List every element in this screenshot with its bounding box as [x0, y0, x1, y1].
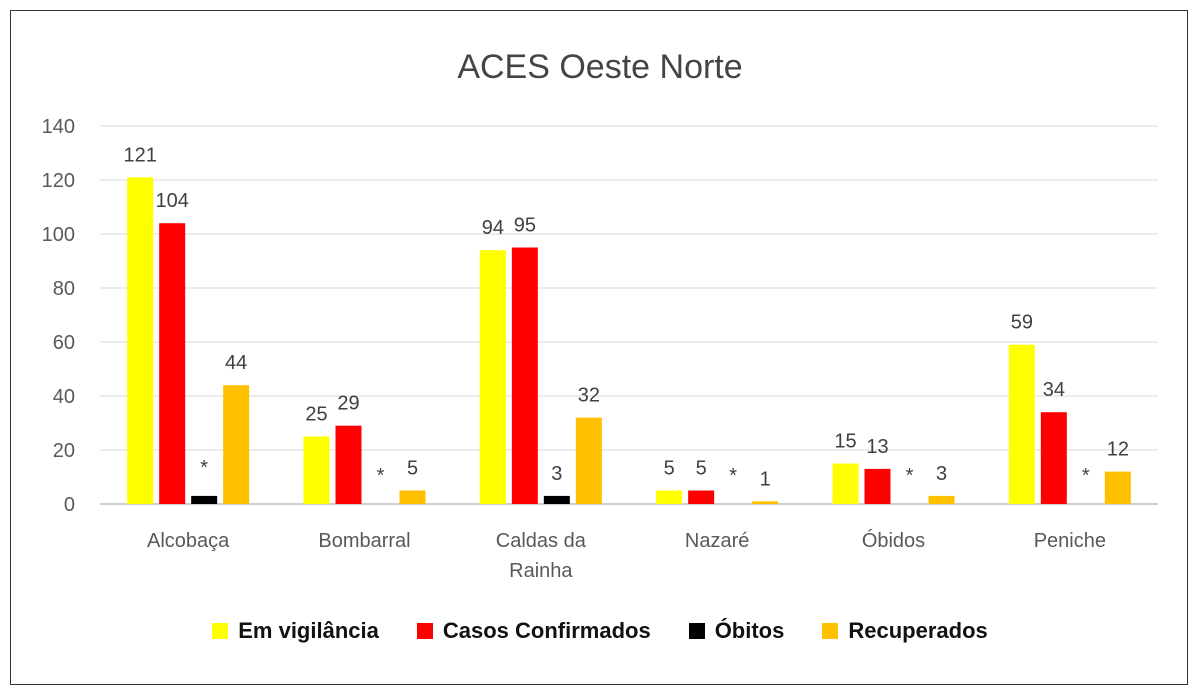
data-label: 13 — [866, 436, 888, 458]
y-tick-label: 40 — [53, 386, 75, 408]
bar — [575, 417, 602, 504]
data-label: 34 — [1043, 379, 1065, 401]
legend-swatch — [416, 623, 433, 639]
data-label: 15 — [834, 431, 856, 453]
bar — [159, 223, 186, 504]
bar — [1040, 412, 1067, 504]
legend-swatch — [212, 623, 229, 639]
y-axis: 0 20 40 60 80 100 120 140 — [42, 116, 75, 516]
data-label: 3 — [936, 463, 947, 485]
legend-item-casos-confirmados: Casos Confirmados — [416, 618, 651, 644]
y-tick-label: 20 — [53, 440, 75, 462]
bar — [928, 495, 955, 504]
y-tick-label: 60 — [53, 332, 75, 354]
gridlines — [100, 125, 1158, 505]
chart-frame — [10, 10, 1188, 685]
y-tick-label: 0 — [64, 494, 75, 516]
bars — [127, 177, 1131, 505]
data-label: * — [377, 465, 385, 487]
chart-title: ACES Oeste Norte — [457, 48, 742, 86]
data-label: * — [729, 465, 737, 487]
x-tick-label: Rainha — [509, 560, 573, 582]
legend: Em vigilância Casos Confirmados Óbitos R… — [0, 618, 1200, 644]
legend-swatch — [822, 623, 839, 639]
x-tick-label: Bombarral — [318, 530, 410, 552]
x-tick-label: Óbidos — [862, 529, 925, 552]
bar — [335, 425, 362, 504]
x-tick-label: Caldas da — [496, 530, 587, 552]
bar — [688, 490, 715, 504]
bar — [543, 495, 570, 504]
legend-label: Em vigilância — [238, 618, 379, 643]
data-label: 5 — [696, 458, 707, 480]
y-tick-label: 120 — [42, 170, 75, 192]
bar — [303, 436, 330, 504]
y-tick-label: 80 — [53, 278, 75, 300]
bar — [1104, 471, 1131, 504]
bar — [191, 495, 218, 504]
data-label: * — [906, 465, 914, 487]
bar — [127, 177, 154, 505]
data-label: * — [200, 457, 208, 479]
y-tick-label: 100 — [42, 224, 75, 246]
data-label: * — [1082, 465, 1090, 487]
y-tick-label: 140 — [42, 116, 75, 138]
legend-label: Recuperados — [848, 618, 988, 643]
data-label: 25 — [305, 404, 327, 426]
data-label: 5 — [664, 458, 675, 480]
legend-label: Casos Confirmados — [442, 618, 651, 643]
x-tick-label: Nazaré — [685, 530, 749, 552]
data-label: 104 — [155, 190, 188, 212]
bar — [656, 490, 683, 504]
data-label: 3 — [551, 463, 562, 485]
data-label: 32 — [578, 385, 600, 407]
x-tick-label: Peniche — [1034, 530, 1106, 552]
legend-swatch — [688, 623, 705, 639]
bar — [479, 250, 506, 504]
bar — [399, 490, 426, 504]
bar — [1008, 344, 1035, 504]
data-label: 59 — [1011, 312, 1033, 334]
bar — [832, 463, 859, 504]
data-label: 29 — [337, 393, 359, 415]
bar — [752, 501, 779, 504]
x-tick-label: Alcobaça — [147, 530, 230, 552]
legend-item-em-vigilancia: Em vigilância — [212, 618, 379, 644]
data-label: 121 — [123, 144, 156, 166]
bar — [864, 468, 891, 504]
legend-label: Óbitos — [714, 618, 785, 643]
bar — [223, 385, 250, 504]
data-label: 5 — [407, 458, 418, 480]
data-label: 12 — [1107, 439, 1129, 461]
data-label: 44 — [225, 352, 247, 374]
data-label: 1 — [760, 468, 771, 490]
data-label: 95 — [514, 215, 536, 237]
bar — [511, 247, 538, 504]
x-axis: Alcobaça Bombarral Caldas da Rainha Nazaré Ób… — [147, 529, 1106, 582]
legend-item-recuperados: Recuperados — [822, 618, 988, 644]
data-label: 94 — [482, 217, 504, 239]
legend-item-obitos: Óbitos — [688, 618, 785, 644]
